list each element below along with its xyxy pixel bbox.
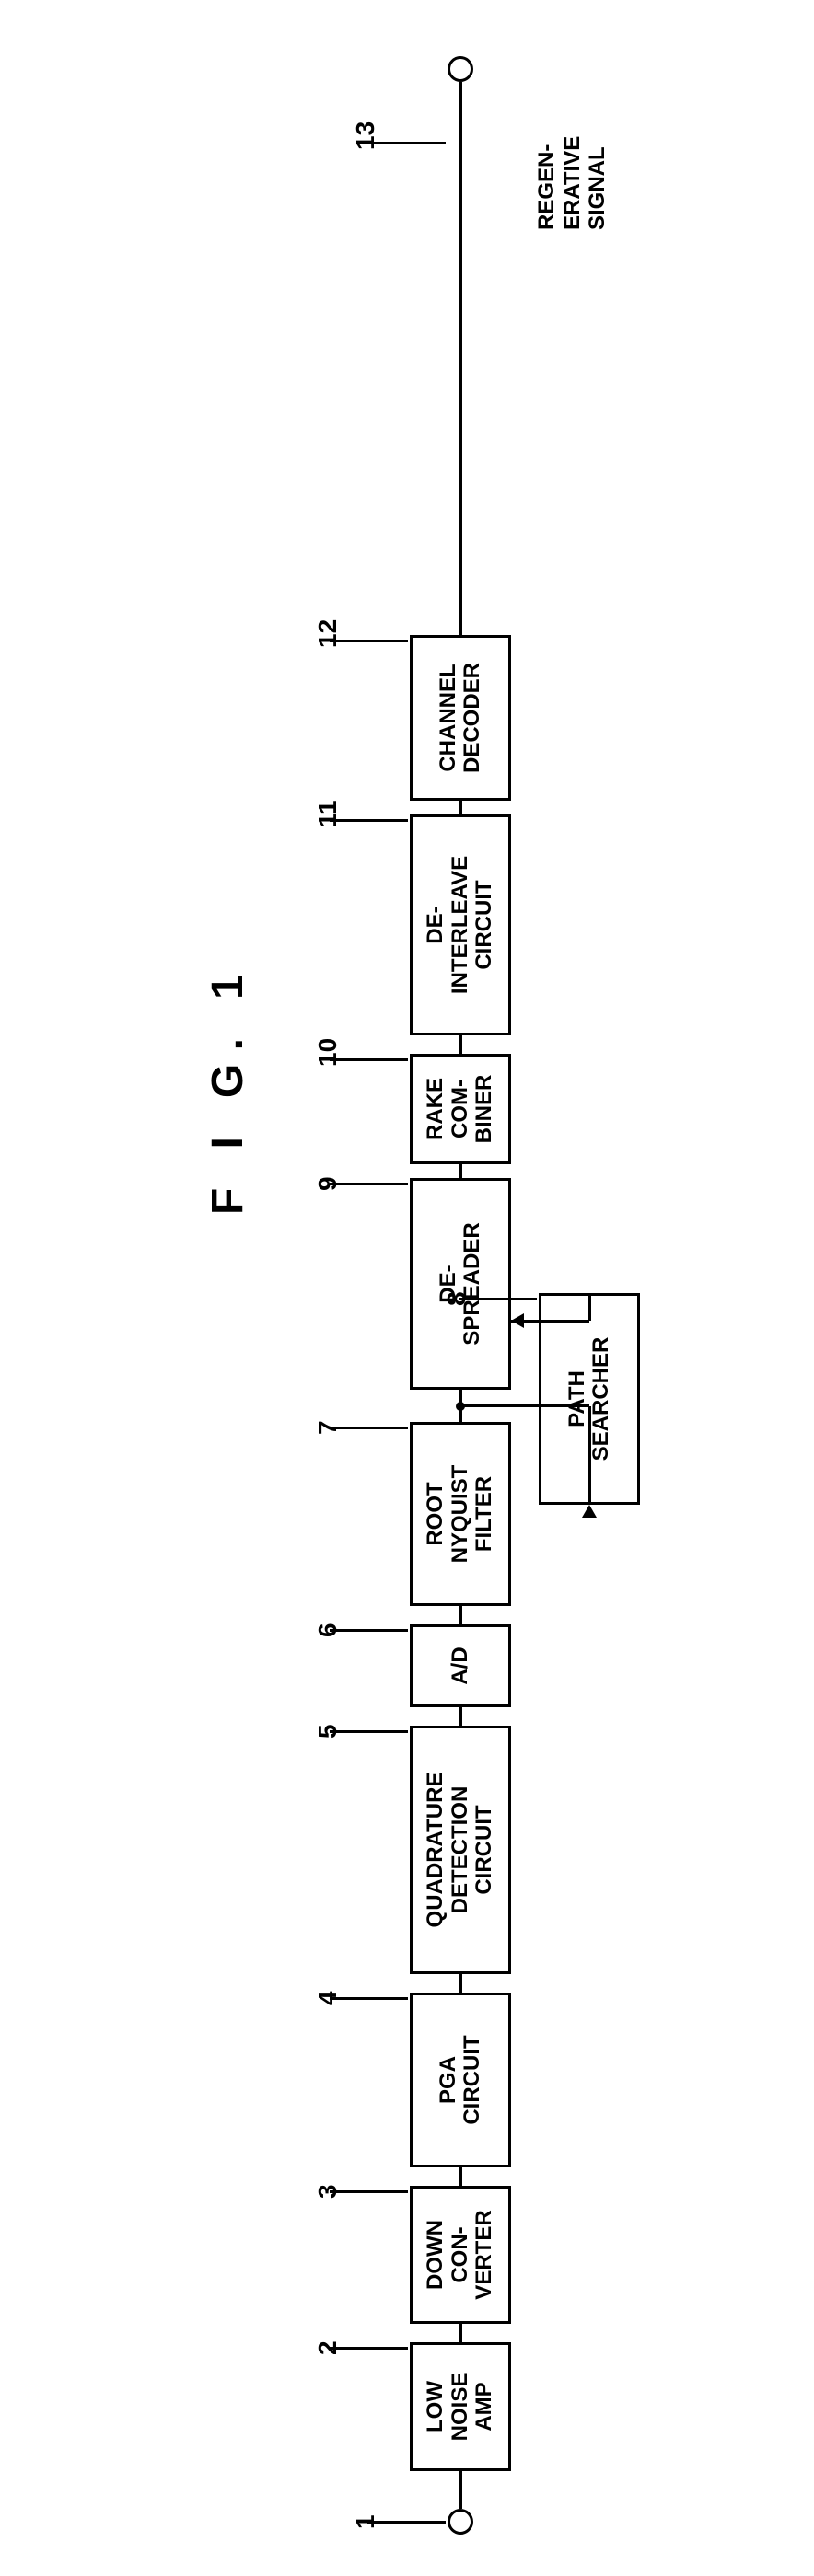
connector: [330, 819, 408, 822]
connector: [330, 640, 408, 642]
output-signal-label: REGEN- ERATIVE SIGNAL: [534, 136, 610, 230]
connector: [459, 1606, 462, 1624]
block-3: DOWN CON- VERTER: [410, 2186, 511, 2324]
connector: [588, 1406, 591, 1506]
arrow-into-despreader: [511, 1313, 524, 1328]
connector: [459, 2324, 462, 2342]
block-5: QUADRATURE DETECTION CIRCUIT: [410, 1726, 511, 1974]
connector: [459, 1164, 462, 1178]
label-12: 12: [313, 619, 343, 648]
connector: [459, 801, 462, 814]
connector: [588, 1293, 591, 1321]
connector: [460, 1404, 589, 1407]
connector: [459, 1707, 462, 1726]
arrow-into-path-searcher: [582, 1505, 597, 1518]
connector: [330, 1730, 408, 1733]
block-7: ROOT NYQUIST FILTER: [410, 1422, 511, 1606]
connector: [459, 2167, 462, 2186]
connector: [459, 82, 462, 635]
block-11: DE- INTERLEAVE CIRCUIT: [410, 814, 511, 1035]
block-12: CHANNEL DECODER: [410, 635, 511, 801]
input-terminal: [448, 2509, 473, 2535]
figure-title: F I G. 1: [203, 962, 253, 1215]
connector: [330, 2190, 408, 2193]
connector: [459, 2471, 462, 2509]
connector: [459, 1974, 462, 1993]
block-9: DE- SPREADER: [410, 1178, 511, 1390]
connector: [330, 1058, 408, 1061]
output-terminal: [448, 56, 473, 82]
connector: [459, 1298, 537, 1300]
block-6: A/D: [410, 1624, 511, 1707]
connector: [367, 142, 446, 144]
label-11: 11: [313, 800, 343, 827]
connector: [330, 2347, 408, 2350]
label-13: 13: [351, 121, 380, 150]
connector: [330, 1629, 408, 1632]
block-2: LOW NOISE AMP: [410, 2342, 511, 2471]
label-10: 10: [313, 1038, 343, 1067]
connector: [330, 1997, 408, 2000]
block-10: RAKE COM- BINER: [410, 1054, 511, 1164]
connector: [330, 1183, 408, 1185]
connector: [330, 1427, 408, 1429]
block-4: PGA CIRCUIT: [410, 1993, 511, 2167]
figure-1-diagram: F I G. 1 LOW NOISE AMP DOWN CON- VERTER PGA…: [18, 18, 796, 2558]
connector: [367, 2521, 446, 2524]
connector: [459, 1035, 462, 1054]
